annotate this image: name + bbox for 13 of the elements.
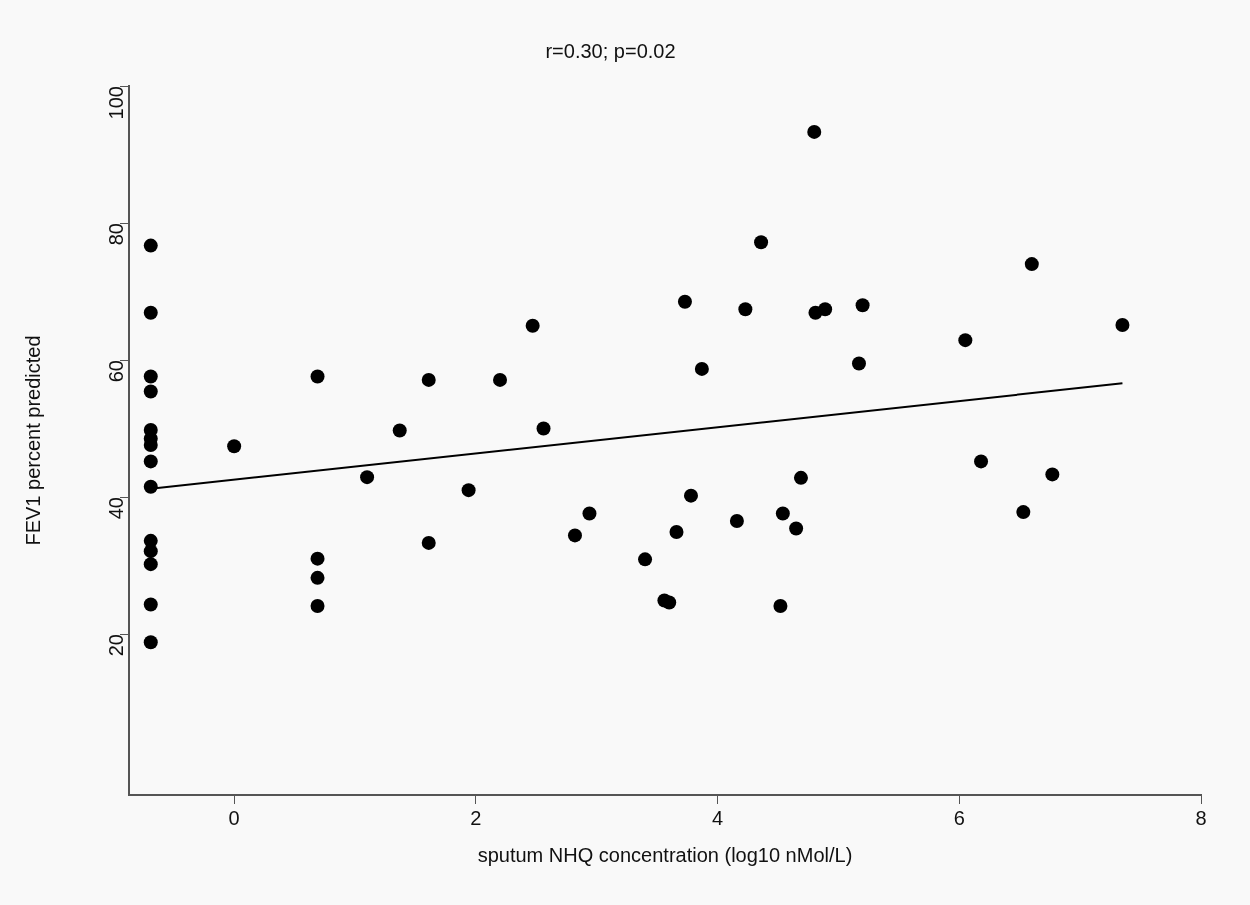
x-tick-label: 2 [470,806,482,829]
y-tick-label: 100 [104,86,127,120]
x-tick-label: 0 [228,806,240,829]
y-tick-label: 60 [104,360,127,383]
chart-title: r=0.30; p=0.02 [545,39,676,62]
x-tick-label: 8 [1195,806,1207,829]
x-tick-label: 4 [712,806,724,829]
y-tick-label: 40 [104,497,127,520]
y-tick-label: 80 [104,223,127,246]
x-axis-title: sputum NHQ concentration (log10 nMol/L) [477,843,853,866]
y-tick-label: 20 [104,634,127,657]
x-tick-label: 6 [953,806,965,829]
y-axis-title: FEV1 percent predicted [21,335,44,546]
